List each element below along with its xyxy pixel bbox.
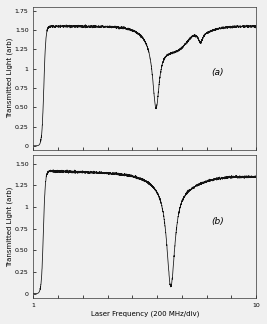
Text: (a): (a) <box>212 68 224 77</box>
X-axis label: Laser Frequency (200 MHz/div): Laser Frequency (200 MHz/div) <box>91 311 199 317</box>
Y-axis label: Transmitted Light (arb): Transmitted Light (arb) <box>7 38 13 119</box>
Y-axis label: Transmitted Light (arb): Transmitted Light (arb) <box>7 186 13 267</box>
Text: (b): (b) <box>212 217 224 226</box>
